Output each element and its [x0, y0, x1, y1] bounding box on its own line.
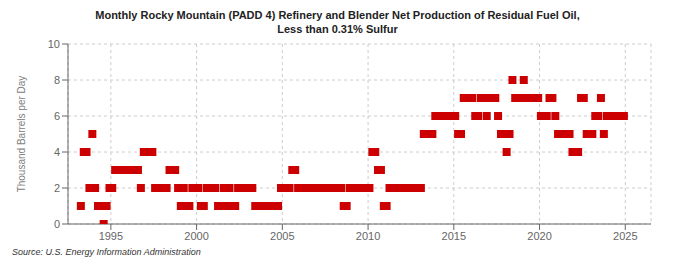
- svg-text:1995: 1995: [99, 230, 123, 242]
- svg-text:0: 0: [54, 218, 60, 230]
- svg-text:Thousand Barrels per Day: Thousand Barrels per Day: [16, 76, 27, 193]
- svg-text:2010: 2010: [356, 230, 380, 242]
- html-text:Source: U.S. Energy Informatio: Source: U.S. Energy Information Administ…: [12, 247, 201, 257]
- svg-text:2025: 2025: [613, 230, 637, 242]
- svg-text:8: 8: [54, 74, 60, 86]
- svg-text:2005: 2005: [270, 230, 294, 242]
- svg-text:2000: 2000: [184, 230, 208, 242]
- svg-text:2015: 2015: [442, 230, 466, 242]
- svg-text:2: 2: [54, 182, 60, 194]
- svg-text:6: 6: [54, 110, 60, 122]
- html-text:Monthly Rocky Mountain (PADD 4: Monthly Rocky Mountain (PADD 4) Refinery…: [95, 9, 580, 35]
- svg-text:10: 10: [48, 38, 60, 50]
- svg-text:4: 4: [54, 146, 60, 158]
- svg-text:2020: 2020: [527, 230, 551, 242]
